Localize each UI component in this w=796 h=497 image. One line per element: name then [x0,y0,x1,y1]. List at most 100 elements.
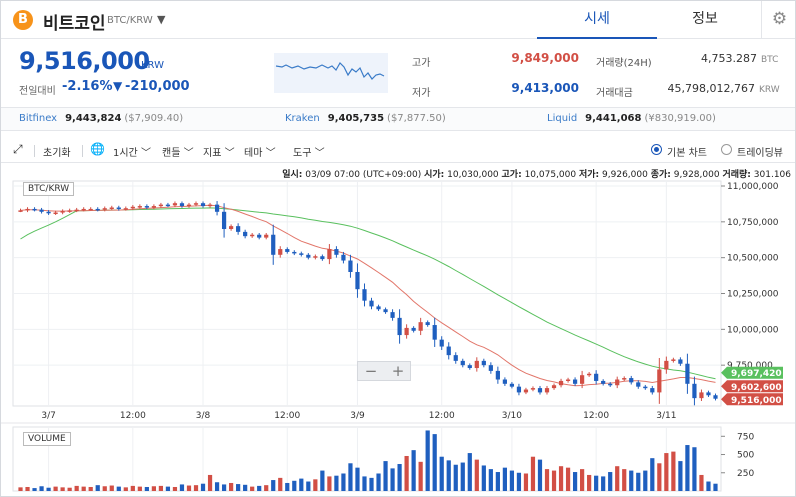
exchange-liquid: Liquid 9,441,068 (¥830,919.00) [547,113,716,124]
indicator-dropdown[interactable]: 지표 ﹀ [203,144,235,159]
coin-name[interactable]: 비트코인 [43,14,106,34]
volume-bar [236,484,241,491]
candle-body [109,207,114,209]
exchange-price: 9,441,068 [585,113,642,124]
volume-bar [369,477,374,491]
moving-average-long [20,207,716,380]
gear-icon[interactable]: ⚙ [761,1,795,39]
tradingview-label[interactable]: 트레이딩뷰 [737,148,783,159]
candle-body [390,312,395,318]
volume-bar [495,472,500,491]
chevron-down-icon: ﹀ [180,148,194,159]
zoom-in-button[interactable]: + [391,362,405,380]
volume-bar [285,482,290,491]
volume-bar [221,484,227,491]
high-label: 고가 [412,58,431,69]
theme-label: 테마 [244,148,263,159]
chevron-down-icon: ﹀ [262,148,276,159]
candle-body [558,380,564,386]
volume-unit: BTC [761,55,779,65]
candle-body [502,379,507,384]
candle-body [425,322,430,326]
volume-bar [390,468,395,491]
volume-bar [622,469,627,491]
candle-body [418,322,423,331]
y-tick-label: 10,250,000 [727,290,779,300]
volume-value: 4,753.287 [701,52,757,65]
candle-body [250,234,255,237]
tradingview-radio[interactable] [721,144,732,155]
low-value: 9,926,000 [602,170,648,180]
candle-body [278,249,283,255]
candle-body [495,370,500,380]
candle-body [81,208,86,211]
reset-button[interactable]: 초기화 [43,148,71,159]
volume-bar [74,485,79,491]
volume-bar [81,486,86,491]
candle-dropdown[interactable]: 캔들 ﹀ [162,144,194,159]
chevron-down-icon[interactable]: ▼ [157,13,166,26]
candle-body [404,327,409,336]
candle-body [158,204,164,207]
candle-body [488,365,493,371]
tab-quote[interactable]: 시세 [537,1,657,39]
high-value: 9,849,000 [511,51,579,65]
x-tick-label: 3/11 [656,411,676,421]
price-tag-label: 9,697,420 [731,369,782,379]
candle-body [144,206,149,208]
volume-bar [32,488,37,491]
volume-bar [88,486,93,491]
candle-body [699,392,704,399]
candle-body [257,234,262,238]
volume-bar [629,470,634,491]
interval-dropdown[interactable]: 1시간 ﹀ [113,144,151,159]
volume-bar [151,486,156,491]
volume-bar [509,470,515,491]
globe-icon[interactable]: 🌐 [90,142,105,156]
expand-icon[interactable]: ⤢ [13,142,23,156]
volume-bar [523,473,529,491]
candle-body [650,388,655,393]
high-value: 10,075,000 [524,170,577,180]
candle-body [341,254,346,261]
candle-body [516,386,522,393]
exchange-name: Liquid [547,113,578,124]
volume-bar [664,453,669,491]
volume-bar [25,486,30,491]
basic-chart-label[interactable]: 기본 차트 [667,148,707,159]
candle-body [636,382,641,387]
theme-dropdown[interactable]: 테마 ﹀ [244,144,276,159]
volume-bar [474,459,479,491]
candle-body [172,203,178,206]
candle-body [411,327,416,331]
volume-bar [530,456,536,491]
price-tag-bg [721,366,783,379]
tools-dropdown[interactable]: 도구 ﹀ [293,144,325,159]
volume-tick-label: 250 [737,469,754,479]
low-value: 9,413,000 [511,81,579,95]
y-tick-label: 10,000,000 [727,325,779,335]
volume-bar [320,470,325,491]
volume-bar [200,483,206,491]
volume-bar [243,484,248,491]
candle-body [355,272,360,290]
candle-body [214,204,220,212]
volume-bar [137,486,142,491]
tab-info[interactable]: 정보 [692,11,718,27]
basic-chart-radio[interactable] [651,144,662,155]
candle-body [88,208,93,211]
volume-bar [158,485,164,491]
volume-bar [299,478,304,491]
zoom-out-button[interactable]: − [364,362,378,380]
volume-bar [334,475,339,491]
volume-bar [172,486,178,491]
candle-body [95,208,100,211]
candle-body [46,211,51,214]
candle-body [622,378,627,380]
volume-bar [214,482,220,491]
exchange-bar: Bitfinex 9,443,824 ($7,909.40) Kraken 9,405… [1,107,795,131]
candle-body [446,346,451,356]
candle-body [587,373,592,376]
